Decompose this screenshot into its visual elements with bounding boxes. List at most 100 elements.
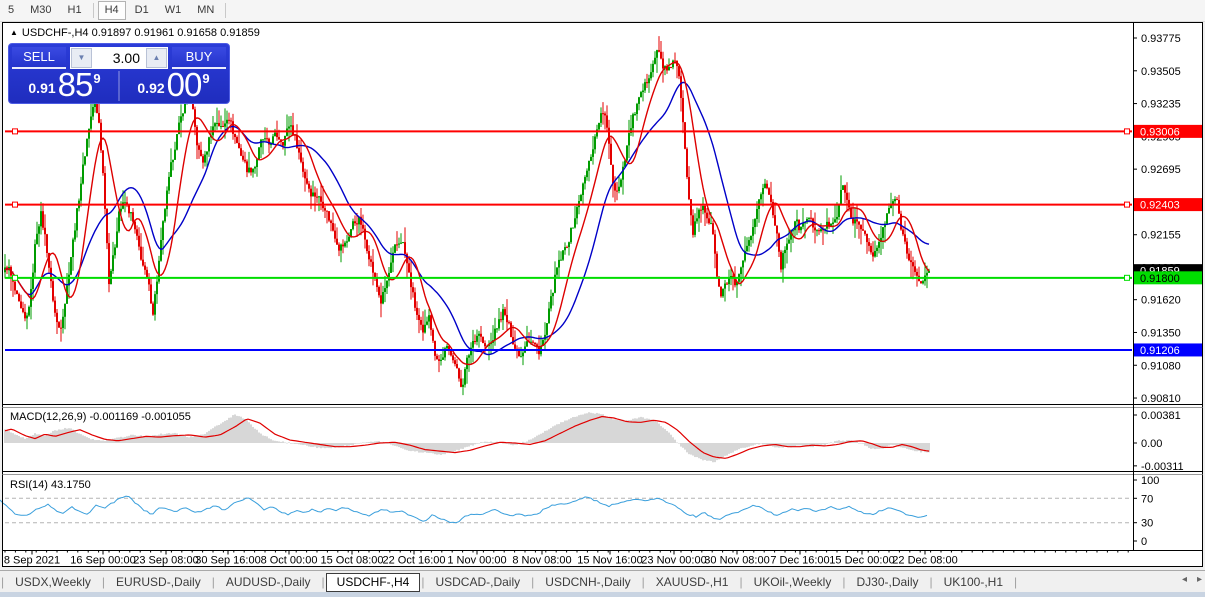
svg-text:0.93775: 0.93775	[1141, 33, 1181, 45]
svg-text:30 Nov 08:00: 30 Nov 08:00	[704, 555, 769, 567]
svg-text:23 Sep 08:00: 23 Sep 08:00	[133, 555, 198, 567]
trade-panel-divider	[118, 71, 120, 101]
lot-size-spinner: ▼ 3.00 ▲	[70, 47, 168, 69]
svg-text:8 Sep 2021: 8 Sep 2021	[4, 555, 60, 567]
tab-separator: |	[101, 575, 106, 589]
svg-text:7 Dec 16:00: 7 Dec 16:00	[770, 555, 829, 567]
svg-text:8 Oct 00:00: 8 Oct 00:00	[261, 555, 318, 567]
svg-text:0.92403: 0.92403	[1140, 200, 1180, 212]
tab-separator: |	[421, 575, 425, 589]
rsi-value: 43.1750	[50, 479, 91, 491]
collapse-chart-icon[interactable]: ▲	[10, 28, 18, 37]
macd-indicator-label: MACD(12,26,9) -0.001169 -0.001055	[10, 411, 191, 423]
candlestick-series	[4, 36, 930, 396]
horizontal-line-0.91800[interactable]	[5, 274, 1132, 281]
macd-pane	[4, 412, 930, 463]
chart-frame	[2, 22, 1203, 567]
chart-tab-xauusd-h1[interactable]: XAUUSD-,H1	[655, 574, 729, 589]
timeframe-button-5[interactable]: 5	[8, 4, 15, 16]
chart-tab-usdx-weekly[interactable]: USDX,Weekly	[15, 574, 91, 589]
svg-text:23 Nov 00:00: 23 Nov 00:00	[641, 555, 706, 567]
svg-text:0.90810: 0.90810	[1141, 393, 1181, 405]
tab-separator: |	[531, 575, 535, 589]
timeframe-button-MN[interactable]: MN	[197, 4, 215, 16]
buy-button[interactable]: BUY	[172, 47, 226, 69]
chart-tab-usdcnh-daily[interactable]: USDCNH-,Daily	[545, 574, 631, 589]
svg-text:0.93006: 0.93006	[1140, 126, 1180, 138]
buy-price-display[interactable]: 0.92 00 9	[121, 66, 226, 103]
toolbar-separator	[225, 3, 227, 18]
timeframe-button-W1[interactable]: W1	[164, 4, 182, 16]
macd-values: -0.001169 -0.001055	[89, 411, 191, 423]
rsi-name: RSI(14)	[10, 479, 48, 491]
tab-scroll-left-icon[interactable]: ◂	[1181, 574, 1187, 585]
chart-tab-usdchf-h4[interactable]: USDCHF-,H4	[325, 572, 421, 592]
hline-price-label-0.93006: 0.93006	[1134, 124, 1202, 138]
chart-tab-audusd-daily[interactable]: AUDUSD-,Daily	[225, 574, 311, 589]
lot-decrease-button[interactable]: ▼	[71, 48, 92, 68]
timeframe-button-M30[interactable]: M30	[30, 4, 52, 16]
svg-text:15 Oct 08:00: 15 Oct 08:00	[321, 555, 384, 567]
sell-price-pip-digit: 9	[93, 71, 101, 86]
macd-axis-tick: -0.00311	[1141, 461, 1184, 473]
buy-price-big-digits: 00	[166, 66, 203, 103]
tab-separator: |	[641, 575, 645, 589]
svg-text:16 Sep 00:00: 16 Sep 00:00	[70, 555, 135, 567]
status-bar	[0, 592, 1205, 597]
horizontal-line-0.92403[interactable]	[5, 201, 1132, 208]
sell-button[interactable]: SELL	[12, 47, 66, 69]
tab-separator: |	[842, 575, 846, 589]
svg-text:0.91080: 0.91080	[1141, 360, 1181, 372]
tab-separator: |	[1014, 575, 1018, 589]
sell-price-display[interactable]: 0.91 85 9	[12, 66, 117, 103]
macd-signal-line	[4, 415, 930, 459]
lot-size-value[interactable]: 3.00	[92, 48, 146, 68]
buy-price-pip-digit: 9	[202, 71, 210, 86]
timeframe-button-D1[interactable]: D1	[134, 4, 149, 16]
chart-ohlc-values: 0.91897 0.91961 0.91658 0.91859	[91, 27, 260, 39]
sell-price-prefix: 0.91	[28, 80, 56, 96]
rsi-axis-tick: 0	[1141, 536, 1147, 548]
svg-text:0.91350: 0.91350	[1141, 327, 1181, 339]
svg-text:22 Dec 08:00: 22 Dec 08:00	[892, 555, 957, 567]
tab-separator: |	[739, 575, 743, 589]
ma-fast-line	[4, 61, 930, 366]
tab-separator: |	[1, 575, 5, 589]
hline-price-label-0.92403: 0.92403	[1134, 198, 1202, 212]
rsi-line	[0, 495, 928, 524]
svg-text:0.93235: 0.93235	[1141, 99, 1181, 111]
svg-text:0.92695: 0.92695	[1141, 164, 1181, 176]
svg-text:0.91800: 0.91800	[1140, 273, 1180, 285]
chart-tab-ukoil-weekly[interactable]: UKOil-,Weekly	[753, 574, 832, 589]
chart-tab-dj30-daily[interactable]: DJ30-,Daily	[856, 574, 919, 589]
timeframe-button-H1[interactable]: H1	[67, 4, 82, 16]
svg-text:22 Oct 16:00: 22 Oct 16:00	[383, 555, 446, 567]
lot-increase-button[interactable]: ▲	[146, 48, 167, 68]
toolbar-separator	[92, 3, 94, 18]
macd-axis-tick: 0.00381	[1141, 410, 1181, 422]
buy-price-prefix: 0.92	[137, 80, 165, 96]
macd-name: MACD(12,26,9)	[10, 411, 87, 423]
chart-tab-uk100-h1[interactable]: UK100-,H1	[943, 574, 1003, 589]
chart-tab-usdcad-daily[interactable]: USDCAD-,Daily	[435, 574, 521, 589]
chart-tab-eurusd-daily[interactable]: EURUSD-,Daily	[116, 574, 201, 589]
tab-scroll-right-icon[interactable]: ▸	[1196, 574, 1202, 585]
sell-price-big-digits: 85	[57, 66, 94, 103]
svg-text:1 Nov 00:00: 1 Nov 00:00	[447, 555, 506, 567]
svg-text:30 Sep 16:00: 30 Sep 16:00	[195, 555, 260, 567]
one-click-trading-panel: SELL ▼ 3.00 ▲ BUY 0.91 85 9 0.92 00 9	[8, 43, 230, 104]
rsi-indicator-label: RSI(14) 43.1750	[10, 479, 91, 491]
svg-text:0.93505: 0.93505	[1141, 66, 1181, 78]
svg-text:0.91620: 0.91620	[1141, 295, 1181, 307]
svg-text:0.91206: 0.91206	[1140, 345, 1180, 357]
rsi-axis-tick: 100	[1141, 475, 1159, 487]
svg-text:0.92155: 0.92155	[1141, 230, 1181, 242]
ma-slow-line	[4, 81, 930, 356]
tab-separator: |	[929, 575, 933, 589]
horizontal-line-0.93006[interactable]	[5, 128, 1132, 135]
timeframe-button-H4[interactable]: H4	[97, 1, 126, 20]
svg-text:15 Dec 00:00: 15 Dec 00:00	[829, 555, 894, 567]
svg-text:8 Nov 08:00: 8 Nov 08:00	[512, 555, 571, 567]
